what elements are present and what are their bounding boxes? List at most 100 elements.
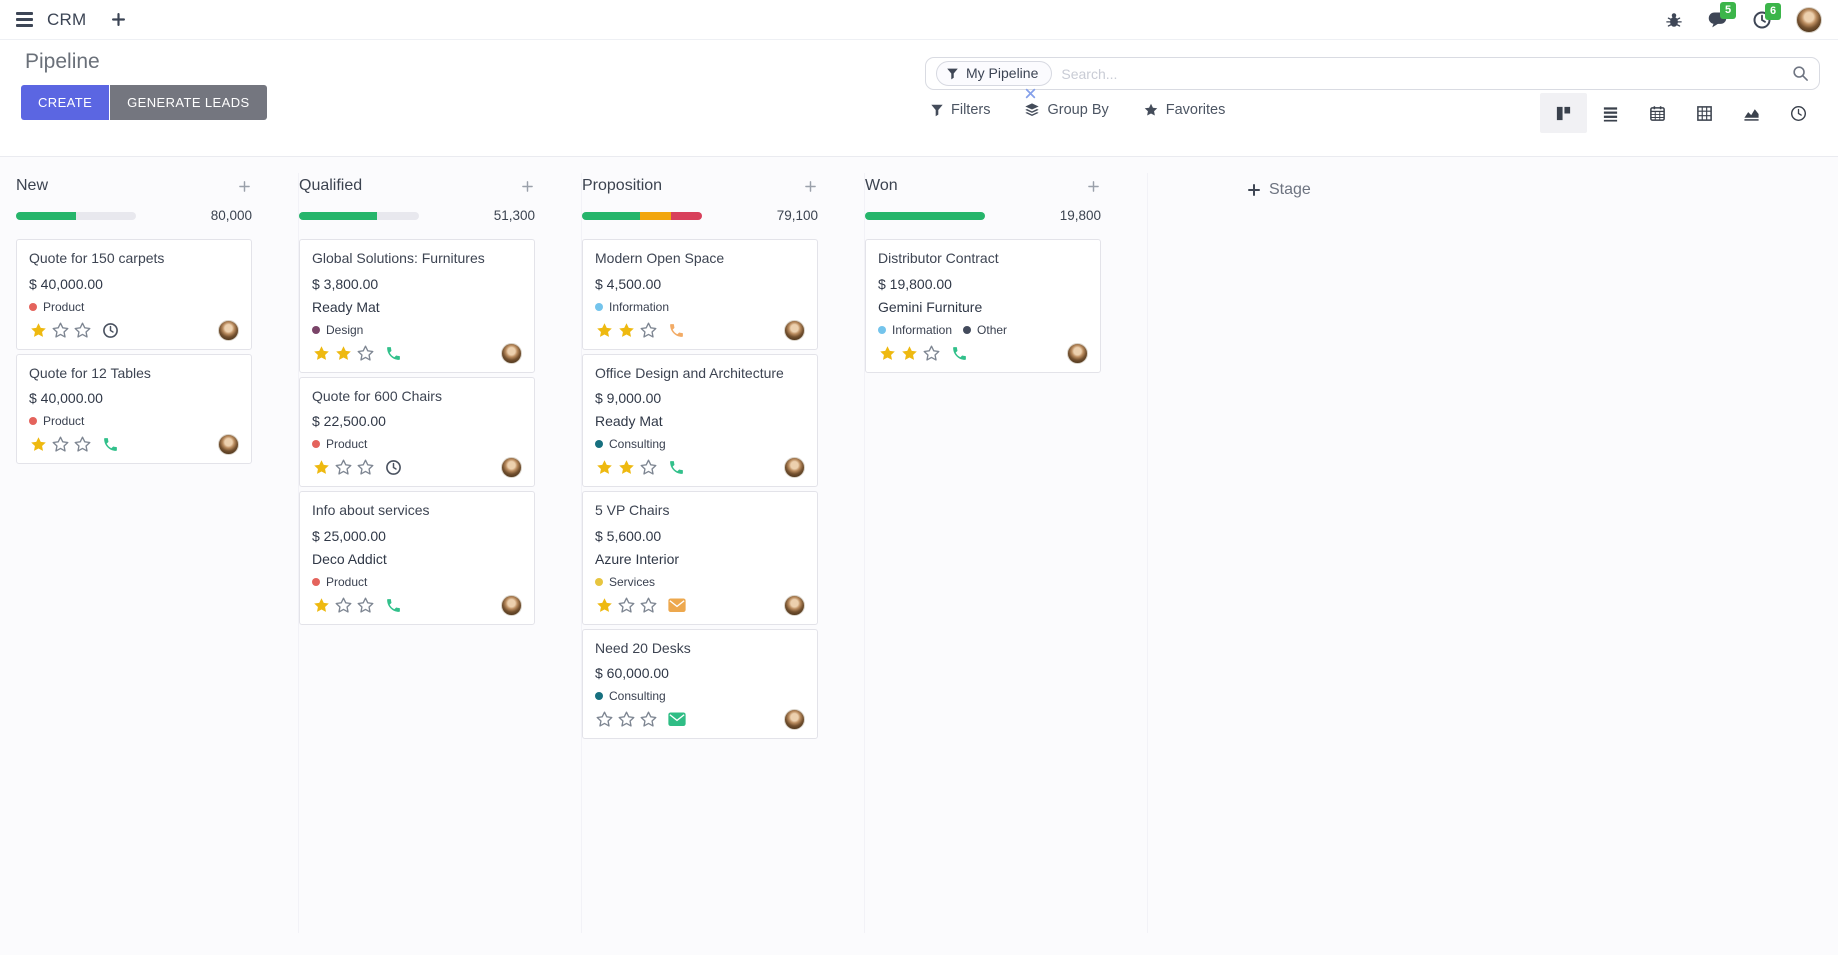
star-empty-icon[interactable] <box>617 596 636 615</box>
add-record-icon[interactable] <box>237 179 252 194</box>
progress-segment[interactable] <box>865 211 985 220</box>
column-progressbar[interactable] <box>16 211 136 220</box>
view-calendar-button[interactable] <box>1634 93 1681 133</box>
kanban-card[interactable]: 5 VP Chairs $ 5,600.00 Azure Interior Se… <box>582 491 818 625</box>
search-input[interactable] <box>1061 65 1792 82</box>
star-filled-icon[interactable] <box>595 458 614 477</box>
card-avatar[interactable] <box>501 457 522 478</box>
star-empty-icon[interactable] <box>639 458 658 477</box>
envelope-icon[interactable] <box>668 598 686 613</box>
facet-remove-icon[interactable] <box>1025 88 1036 99</box>
favorites-button[interactable]: Favorites <box>1143 102 1225 118</box>
user-avatar[interactable] <box>1796 6 1822 33</box>
filters-button[interactable]: Filters <box>930 102 990 118</box>
phone-icon[interactable] <box>385 345 402 362</box>
kanban-card[interactable]: Info about services $ 25,000.00 Deco Add… <box>299 491 535 625</box>
star-empty-icon[interactable] <box>334 458 353 477</box>
star-filled-icon[interactable] <box>334 344 353 363</box>
bug-icon[interactable] <box>1665 11 1683 29</box>
star-empty-icon[interactable] <box>639 596 658 615</box>
create-button[interactable]: CREATE <box>21 85 110 120</box>
star-empty-icon[interactable] <box>356 344 375 363</box>
star-filled-icon[interactable] <box>29 435 48 454</box>
clock-icon[interactable] <box>102 322 119 339</box>
kanban-card[interactable]: Quote for 600 Chairs $ 22,500.00 Product <box>299 376 535 487</box>
column-progressbar[interactable] <box>299 211 419 220</box>
view-graph-button[interactable] <box>1728 93 1775 133</box>
star-empty-icon[interactable] <box>334 596 353 615</box>
search-icon[interactable] <box>1792 65 1809 82</box>
star-filled-icon[interactable] <box>617 321 636 340</box>
kanban-card[interactable]: Quote for 150 carpets $ 40,000.00 Produc… <box>16 239 252 350</box>
card-avatar[interactable] <box>784 319 805 341</box>
phone-icon[interactable] <box>668 322 685 339</box>
phone-icon[interactable] <box>385 597 402 614</box>
group-by-button[interactable]: Group By <box>1024 102 1109 118</box>
star-filled-icon[interactable] <box>312 596 331 615</box>
star-filled-icon[interactable] <box>595 321 614 340</box>
card-title: Quote for 12 Tables <box>29 364 151 381</box>
app-name[interactable]: CRM <box>47 9 87 29</box>
star-empty-icon[interactable] <box>51 321 70 340</box>
card-avatar[interactable] <box>784 457 805 478</box>
star-filled-icon[interactable] <box>312 458 331 477</box>
card-avatar[interactable] <box>218 434 239 455</box>
apps-menu-icon[interactable] <box>16 12 33 27</box>
star-empty-icon[interactable] <box>73 321 92 340</box>
add-stage-button[interactable]: Stage <box>1248 181 1311 199</box>
star-filled-icon[interactable] <box>595 596 614 615</box>
star-empty-icon[interactable] <box>639 710 658 729</box>
star-filled-icon[interactable] <box>617 458 636 477</box>
messages-icon[interactable]: 5 <box>1707 2 1737 30</box>
progress-segment[interactable] <box>639 211 671 220</box>
view-pivot-button[interactable] <box>1681 93 1728 133</box>
view-activity-button[interactable] <box>1775 93 1822 133</box>
star-empty-icon[interactable] <box>73 435 92 454</box>
kanban-card[interactable]: Modern Open Space $ 4,500.00 Information <box>582 239 818 350</box>
view-kanban-button[interactable] <box>1540 93 1587 133</box>
generate-leads-button[interactable]: GENERATE LEADS <box>110 85 267 120</box>
star-empty-icon[interactable] <box>922 344 941 363</box>
kanban-card[interactable]: Office Design and Architecture $ 9,000.0… <box>582 353 818 487</box>
card-avatar[interactable] <box>501 594 522 616</box>
card-avatar[interactable] <box>501 342 522 364</box>
search-bar[interactable]: My Pipeline <box>925 57 1820 99</box>
column-progressbar[interactable] <box>865 211 985 220</box>
star-empty-icon[interactable] <box>639 321 658 340</box>
progress-segment[interactable] <box>299 211 377 220</box>
kanban-card[interactable]: Distributor Contract $ 19,800.00 Gemini … <box>865 239 1101 373</box>
star-empty-icon[interactable] <box>617 710 636 729</box>
card-avatar[interactable] <box>218 319 239 341</box>
progress-segment[interactable] <box>582 211 640 220</box>
kanban-card[interactable]: Need 20 Desks $ 60,000.00 Consulting <box>582 628 818 739</box>
card-rating <box>312 344 378 363</box>
phone-icon[interactable] <box>951 345 968 362</box>
star-empty-icon[interactable] <box>51 435 70 454</box>
star-empty-icon[interactable] <box>356 458 375 477</box>
progress-segment[interactable] <box>16 211 76 220</box>
phone-icon[interactable] <box>668 459 685 476</box>
clock-icon[interactable] <box>385 459 402 476</box>
star-filled-icon[interactable] <box>312 344 331 363</box>
kanban-card[interactable]: Global Solutions: Furnitures $ 3,800.00 … <box>299 239 535 373</box>
star-empty-icon[interactable] <box>595 710 614 729</box>
column-progressbar[interactable] <box>582 211 702 220</box>
progress-segment[interactable] <box>670 211 702 220</box>
star-filled-icon[interactable] <box>900 344 919 363</box>
add-record-icon[interactable] <box>520 179 535 194</box>
envelope-icon[interactable] <box>668 712 686 727</box>
view-list-button[interactable] <box>1587 93 1634 133</box>
activities-icon[interactable]: 6 <box>1752 2 1782 30</box>
card-avatar[interactable] <box>784 709 805 730</box>
card-avatar[interactable] <box>784 594 805 616</box>
card-tags: Consulting <box>595 437 805 451</box>
star-filled-icon[interactable] <box>29 321 48 340</box>
card-avatar[interactable] <box>1067 342 1088 364</box>
star-filled-icon[interactable] <box>878 344 897 363</box>
add-record-icon[interactable] <box>1086 179 1101 194</box>
add-record-icon[interactable] <box>803 179 818 194</box>
kanban-card[interactable]: Quote for 12 Tables $ 40,000.00 Product <box>16 353 252 464</box>
star-empty-icon[interactable] <box>356 596 375 615</box>
plus-icon[interactable] <box>112 13 126 26</box>
phone-icon[interactable] <box>102 436 119 453</box>
